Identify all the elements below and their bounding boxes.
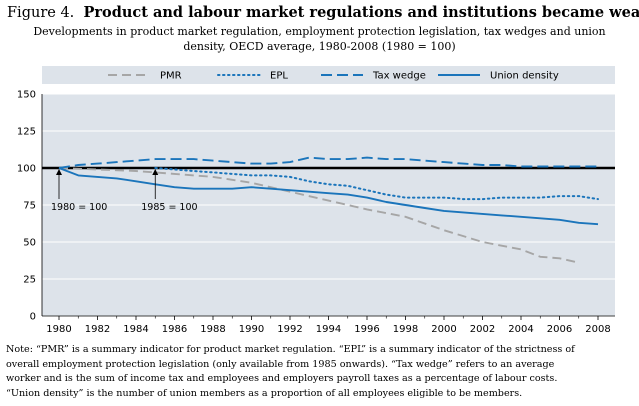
- x-tick-label: 1980: [46, 324, 71, 335]
- legend-label: Union density: [490, 71, 559, 82]
- y-tick-label: 50: [23, 238, 36, 249]
- y-tick-label: 150: [17, 90, 36, 101]
- series-line-tax-wedge: [58, 156, 598, 169]
- x-tick-label: 1984: [123, 324, 148, 335]
- legend-label: EPL: [270, 71, 288, 82]
- annotation-arrowhead: [56, 169, 62, 175]
- figure-subtitle: Developments in product market regulatio…: [0, 24, 639, 54]
- note-line-4: “Union density” is the number of union m…: [6, 387, 523, 399]
- y-tick-label: 0: [30, 312, 36, 323]
- x-tick-label: 1996: [354, 324, 379, 335]
- x-tick-label: 1988: [200, 324, 225, 335]
- annotation-label: 1985 = 100: [141, 202, 197, 213]
- y-tick-label: 100: [17, 164, 36, 175]
- x-tick-label: 2002: [470, 324, 495, 335]
- series-line-union-density: [58, 167, 599, 226]
- y-tick-label: 25: [23, 275, 36, 286]
- x-tick-label: 1998: [393, 324, 418, 335]
- subtitle-line-2: density, OECD average, 1980-2008 (1980 =…: [183, 40, 456, 53]
- x-tick-label: 1992: [277, 324, 302, 335]
- figure-title-text: Product and labour market regulations an…: [83, 4, 639, 21]
- note-line-2: overall employment protection legislatio…: [6, 358, 555, 370]
- y-tick-label: 125: [17, 127, 36, 138]
- note-line-1: Note: “PMR” is a summary indicator for p…: [6, 344, 575, 355]
- figure-number: Figure 4.: [7, 5, 75, 21]
- x-tick-label: 1990: [239, 324, 264, 335]
- x-tick-label: 2006: [547, 324, 572, 335]
- annotation-arrowhead: [152, 169, 159, 175]
- legend-label: PMR: [160, 71, 182, 82]
- x-tick-label: 2008: [585, 324, 610, 335]
- x-tick-label: 2004: [508, 324, 533, 335]
- note-line-3: worker and is the sum of income tax and …: [6, 373, 558, 384]
- legend-label: Tax wedge: [372, 71, 426, 82]
- series-line-pmr: [58, 167, 580, 264]
- annotation-label: 1980 = 100: [51, 202, 107, 213]
- figure-note: Note: “PMR” is a summary indicator for p…: [6, 343, 634, 401]
- x-tick-label: 1994: [316, 324, 341, 335]
- subtitle-line-1: Developments in product market regulatio…: [33, 25, 606, 38]
- series-line-epl: [154, 167, 599, 201]
- figure-title: Figure 4. Product and labour market regu…: [7, 4, 639, 21]
- y-tick-label: 75: [23, 201, 36, 212]
- x-tick-label: 2000: [431, 324, 456, 335]
- x-tick-label: 1986: [162, 324, 187, 335]
- x-tick-label: 1982: [85, 324, 110, 335]
